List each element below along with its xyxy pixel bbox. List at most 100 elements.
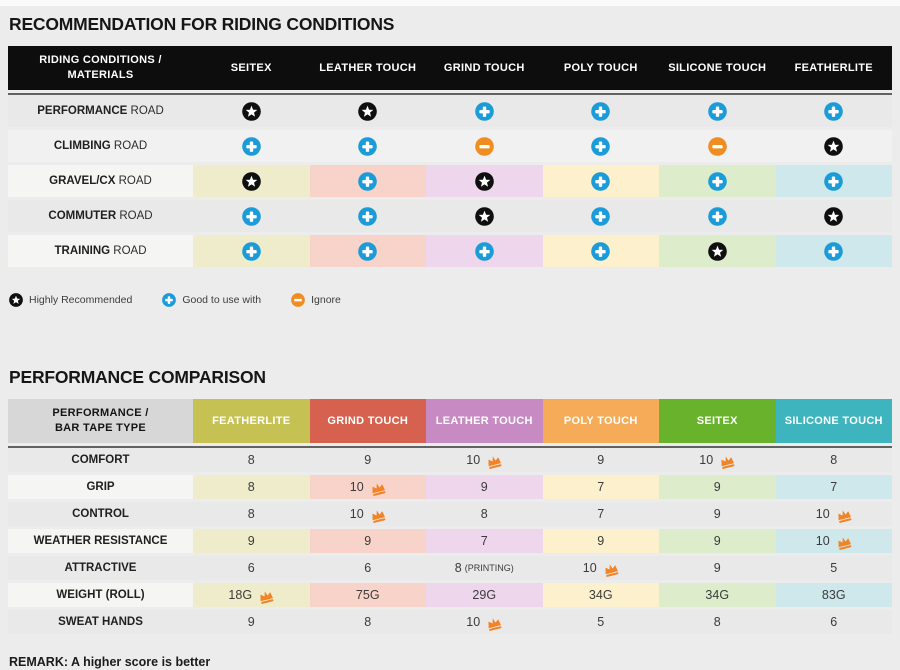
riding-cell-training-leather-touch: [309, 235, 426, 267]
score-value: 10: [466, 615, 481, 629]
riding-cell-gravel-cx-seitex: [193, 165, 310, 197]
riding-cell-climbing-featherlite: [775, 130, 892, 162]
score-value: 8: [454, 561, 462, 575]
score-value: 7: [597, 480, 605, 494]
riding-header-silicone-touch: SILICONE TOUCH: [659, 46, 776, 90]
legend-label: Ignore: [311, 294, 341, 306]
performance-row-comfort: COMFORT 8 9 10 9 10 8: [8, 446, 892, 472]
performance-cell-weight-roll-grind-touch: 75G: [309, 583, 426, 607]
riding-cell-gravel-cx-poly-touch: [542, 165, 659, 197]
performance-cell-weight-roll-silicone-touch: 83G: [775, 583, 892, 607]
riding-row-training: TRAINING ROAD: [8, 235, 892, 267]
performance-cell-attractive-silicone-touch: 5: [775, 556, 892, 580]
score-value: 7: [830, 480, 838, 494]
riding-row-performance: PERFORMANCE ROAD: [8, 93, 892, 127]
plus-icon: [241, 241, 261, 261]
plus-icon: [162, 293, 177, 307]
score-value: 9: [597, 453, 605, 467]
riding-cell-training-featherlite: [775, 235, 892, 267]
riding-row-gravel-cx: GRAVEL/CX ROAD: [8, 165, 892, 197]
performance-row-label: GRIP: [8, 475, 193, 499]
performance-cell-grip-leather-touch: 9: [426, 475, 543, 499]
score-value: 8: [480, 507, 488, 521]
performance-header-featherlite: FEATHERLITE: [193, 399, 310, 443]
performance-header-row: PERFORMANCE / BAR TAPE TYPE FEATHERLITE GR…: [8, 399, 892, 443]
riding-cell-training-poly-touch: [542, 235, 659, 267]
crown-icon: [260, 591, 274, 604]
plus-icon: [591, 241, 611, 261]
plus-icon: [707, 206, 727, 226]
crown-icon: [488, 456, 502, 469]
performance-cell-attractive-leather-touch: 8 (PRINTING): [426, 556, 543, 580]
performance-row-label: SWEAT HANDS: [8, 610, 193, 634]
riding-cell-training-silicone-touch: [659, 235, 776, 267]
plus-icon: [707, 101, 727, 121]
score-value: 18G: [228, 588, 253, 602]
plus-icon: [591, 136, 611, 156]
score-value: 8: [247, 453, 255, 467]
riding-cell-climbing-poly-touch: [542, 130, 659, 162]
score-value: 9: [364, 453, 372, 467]
riding-cell-gravel-cx-featherlite: [775, 165, 892, 197]
performance-cell-control-poly-touch: 7: [542, 502, 659, 526]
riding-header-grind-touch: GRIND TOUCH: [426, 46, 543, 90]
plus-icon: [591, 206, 611, 226]
riding-cell-performance-leather-touch: [309, 93, 426, 127]
riding-row-label: PERFORMANCE ROAD: [8, 93, 193, 127]
performance-cell-weather-resistance-seitex: 9: [659, 529, 776, 553]
score-value: 6: [364, 561, 372, 575]
riding-section-title: RECOMMENDATION FOR RIDING CONDITIONS: [9, 14, 395, 34]
score-value: 5: [830, 561, 838, 575]
score-value: 75G: [355, 588, 380, 602]
performance-header-poly-touch: POLY TOUCH: [542, 399, 659, 443]
riding-cell-climbing-seitex: [193, 130, 310, 162]
riding-cell-commuter-seitex: [193, 200, 310, 232]
score-value: 10: [815, 507, 830, 521]
score-value: 9: [713, 507, 721, 521]
performance-table-head: PERFORMANCE / BAR TAPE TYPE FEATHERLITE GR…: [8, 399, 892, 443]
score-value: 83G: [821, 588, 846, 602]
performance-row-grip: GRIP 8 10 9 7 9 7: [8, 475, 892, 499]
performance-header-bartape: PERFORMANCE / BAR TAPE TYPE: [8, 399, 193, 443]
performance-cell-control-seitex: 9: [659, 502, 776, 526]
score-value: 10: [582, 561, 597, 575]
performance-cell-comfort-featherlite: 8: [193, 446, 310, 472]
performance-section-title: PERFORMANCE COMPARISON: [9, 367, 266, 387]
performance-cell-weather-resistance-poly-touch: 9: [542, 529, 659, 553]
performance-cell-grip-silicone-touch: 7: [775, 475, 892, 499]
performance-cell-attractive-grind-touch: 6: [309, 556, 426, 580]
riding-header-seitex: SEITEX: [193, 46, 310, 90]
performance-cell-sweat-hands-poly-touch: 5: [542, 610, 659, 634]
score-value: 8: [713, 615, 721, 629]
performance-cell-comfort-leather-touch: 10: [426, 446, 543, 472]
performance-row-label: WEIGHT (ROLL): [8, 583, 193, 607]
score-value: 8: [247, 480, 255, 494]
score-value: 8: [247, 507, 255, 521]
riding-cell-gravel-cx-silicone-touch: [659, 165, 776, 197]
legend-item-highly-recommended: Highly Recommended: [9, 293, 132, 307]
performance-cell-weather-resistance-featherlite: 9: [193, 529, 310, 553]
score-note: (PRINTING): [464, 563, 514, 573]
performance-header-leather-touch: LEATHER TOUCH: [426, 399, 543, 443]
score-value: 7: [480, 534, 488, 548]
performance-cell-grip-featherlite: 8: [193, 475, 310, 499]
performance-cell-attractive-featherlite: 6: [193, 556, 310, 580]
plus-icon: [591, 101, 611, 121]
performance-cell-control-grind-touch: 10: [309, 502, 426, 526]
performance-header-silicone-touch: SILICONE TOUCH: [775, 399, 892, 443]
score-value: 10: [349, 480, 364, 494]
star-icon: [474, 171, 494, 191]
performance-cell-comfort-silicone-touch: 8: [775, 446, 892, 472]
plus-icon: [474, 101, 494, 121]
performance-cell-sweat-hands-featherlite: 9: [193, 610, 310, 634]
score-value: 9: [247, 615, 255, 629]
legend-label: Good to use with: [182, 294, 262, 306]
performance-cell-grip-seitex: 9: [659, 475, 776, 499]
score-value: 10: [815, 534, 830, 548]
plus-icon: [358, 206, 378, 226]
performance-row-label: WEATHER RESISTANCE: [8, 529, 193, 553]
riding-cell-performance-silicone-touch: [659, 93, 776, 127]
riding-cell-commuter-silicone-touch: [659, 200, 776, 232]
legend-item-good-to-use-with: Good to use with: [162, 293, 261, 307]
performance-cell-grip-grind-touch: 10: [309, 475, 426, 499]
